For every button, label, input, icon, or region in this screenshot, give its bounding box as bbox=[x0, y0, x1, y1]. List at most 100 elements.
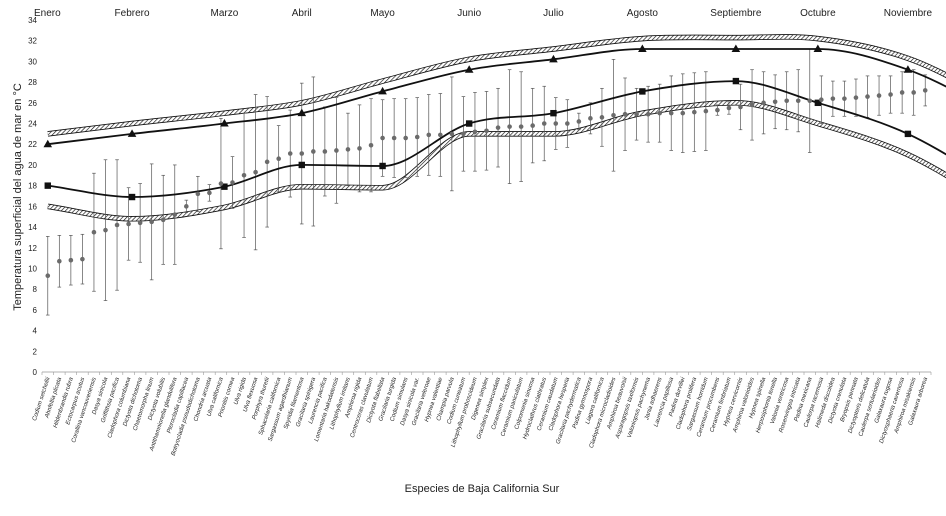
square-marker bbox=[550, 109, 557, 117]
species-point bbox=[322, 149, 328, 154]
species-point bbox=[287, 151, 293, 156]
species-point bbox=[80, 256, 85, 262]
species-point bbox=[207, 190, 212, 196]
square-marker bbox=[128, 193, 136, 201]
month-label-abril: Abril bbox=[292, 8, 312, 19]
species-point bbox=[403, 135, 408, 141]
species-point bbox=[345, 147, 351, 152]
series-markers bbox=[43, 44, 913, 201]
y-tick-label: 18 bbox=[28, 182, 37, 191]
y-tick-label: 8 bbox=[33, 285, 38, 294]
y-tick-label: 24 bbox=[28, 120, 37, 129]
species-point bbox=[114, 222, 120, 228]
y-tick-label: 28 bbox=[28, 78, 37, 87]
x-axis-title: Especies de Baja California Sur bbox=[405, 483, 560, 495]
species-point bbox=[449, 131, 455, 137]
species-point bbox=[819, 97, 824, 103]
species-point bbox=[45, 273, 51, 279]
species-point bbox=[195, 191, 201, 197]
species-point bbox=[368, 142, 374, 148]
species-point bbox=[507, 124, 512, 129]
species-point bbox=[922, 88, 928, 93]
species-error-bars bbox=[45, 48, 928, 316]
month-label-junio: Junio bbox=[457, 8, 481, 19]
y-tick-label: 0 bbox=[33, 368, 38, 377]
species-point bbox=[692, 109, 697, 115]
species-point bbox=[414, 134, 420, 140]
square-marker bbox=[732, 77, 740, 85]
species-point bbox=[103, 227, 108, 233]
y-tick-label: 20 bbox=[28, 161, 37, 170]
species-point bbox=[472, 129, 478, 135]
triangle-marker bbox=[43, 139, 53, 148]
y-axis-title: Temperatura superficial del agua de mar … bbox=[12, 83, 24, 311]
species-point bbox=[484, 128, 489, 134]
y-tick-label: 22 bbox=[28, 140, 37, 149]
species-point bbox=[726, 105, 732, 111]
species-point bbox=[357, 146, 362, 151]
species-point bbox=[761, 100, 766, 106]
species-point bbox=[738, 104, 743, 110]
species-point bbox=[657, 110, 662, 116]
species-point bbox=[149, 219, 154, 225]
species-point bbox=[842, 96, 847, 101]
species-point bbox=[264, 159, 270, 165]
triangle-marker bbox=[464, 65, 474, 73]
month-label-enero: Enero bbox=[34, 8, 61, 19]
square-marker bbox=[298, 161, 305, 169]
species-point bbox=[91, 229, 97, 235]
month-label-mayo: Mayo bbox=[370, 8, 395, 19]
species-point bbox=[137, 220, 143, 226]
species-point bbox=[634, 111, 639, 117]
y-tick-label: 14 bbox=[28, 223, 37, 232]
species-point bbox=[715, 107, 720, 113]
species-point bbox=[772, 99, 778, 105]
month-label-agosto: Agosto bbox=[627, 8, 659, 19]
month-labels: Enero Febrero Marzo Abril Mayo Junio Julio Agos… bbox=[34, 8, 933, 19]
month-label-febrero: Febrero bbox=[115, 8, 150, 19]
square-marker bbox=[904, 130, 912, 138]
y-tick-label: 32 bbox=[28, 37, 37, 46]
y-tick-label: 6 bbox=[33, 306, 38, 315]
triangle-marker bbox=[903, 65, 913, 73]
species-point bbox=[588, 116, 593, 121]
triangle-marker bbox=[297, 108, 307, 117]
species-point bbox=[784, 98, 789, 104]
square-marker bbox=[221, 183, 228, 190]
triangle-marker bbox=[813, 44, 823, 52]
y-tick-label: 4 bbox=[33, 327, 38, 336]
month-label-julio: Julio bbox=[543, 8, 564, 19]
square-marker bbox=[465, 120, 473, 127]
y-tick-label: 16 bbox=[28, 202, 37, 211]
species-point bbox=[172, 212, 178, 217]
triangle-marker bbox=[220, 119, 229, 127]
band-l-mite-superior bbox=[47, 35, 946, 136]
species-point bbox=[680, 110, 686, 116]
month-label-marzo: Marzo bbox=[211, 8, 239, 19]
species-point bbox=[426, 132, 432, 138]
triangle-marker bbox=[127, 129, 137, 137]
species-point bbox=[865, 94, 870, 99]
month-label-noviembre: Noviembre bbox=[884, 8, 933, 19]
triangle-marker bbox=[731, 44, 741, 52]
species-point bbox=[599, 115, 605, 120]
species-point bbox=[911, 90, 916, 95]
series-lines bbox=[47, 48, 946, 198]
y-tick-label: 2 bbox=[33, 347, 38, 356]
species-point bbox=[126, 221, 131, 227]
species-point bbox=[565, 121, 570, 126]
square-marker bbox=[44, 182, 51, 189]
species-point bbox=[611, 112, 616, 118]
species-point bbox=[230, 180, 235, 185]
hatched-bands bbox=[47, 34, 946, 222]
species-point bbox=[807, 98, 813, 104]
month-label-septiembre: Septiembre bbox=[710, 8, 762, 19]
species-point bbox=[576, 119, 582, 124]
y-tick-label: 30 bbox=[28, 57, 37, 66]
species-point bbox=[668, 110, 674, 116]
species-point bbox=[241, 172, 247, 178]
species-point bbox=[645, 111, 651, 117]
line-temperatura-m-xima bbox=[47, 48, 946, 146]
species-point bbox=[876, 93, 882, 98]
